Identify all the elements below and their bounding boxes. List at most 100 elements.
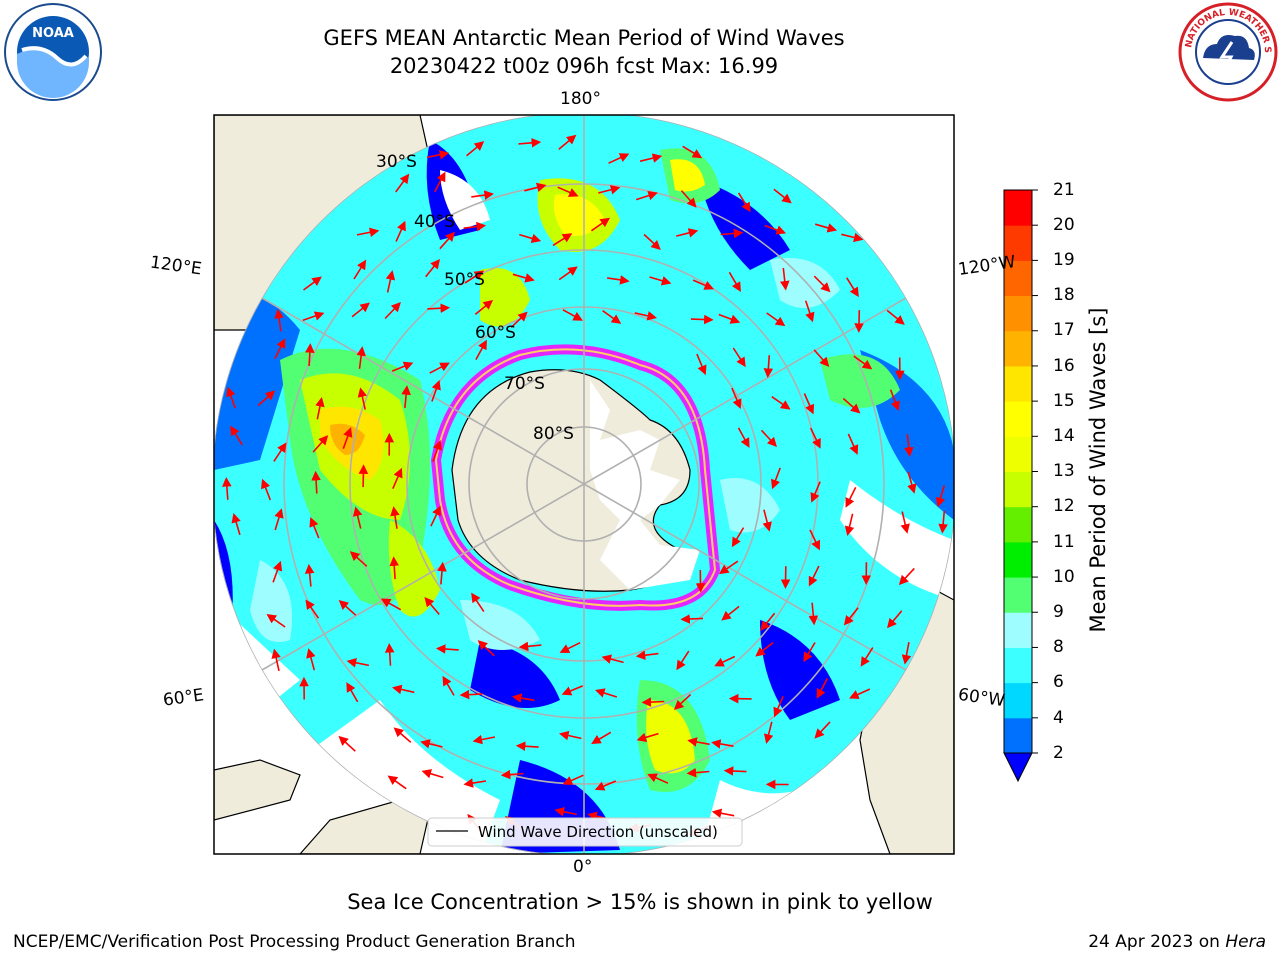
- colorbar-tick: 2: [1053, 743, 1064, 763]
- wave-direction-arrow: [760, 429, 777, 448]
- wave-direction-arrow: [431, 379, 441, 402]
- wave-direction-arrow: [591, 731, 612, 744]
- colorbar-swatch: [1004, 190, 1032, 226]
- map-subtitle: 20230422 t00z 096h fcst Max: 16.99: [389, 54, 779, 78]
- colorbar: [1003, 189, 1038, 783]
- colorbar-tick: 9: [1053, 602, 1064, 622]
- colorbar-tick: 20: [1053, 215, 1075, 235]
- wave-direction-arrow: [595, 688, 618, 698]
- wave-direction-arrow: [886, 610, 903, 629]
- wave-direction-arrow: [680, 614, 704, 624]
- colorbar-tick: 11: [1053, 532, 1075, 552]
- wave-direction-arrow: [390, 506, 400, 529]
- wave-direction-arrow: [426, 150, 450, 160]
- wave-direction-arrow: [889, 389, 900, 411]
- wave-direction-arrow: [384, 302, 401, 320]
- wave-direction-arrow: [634, 311, 657, 321]
- wave-direction-arrow: [463, 221, 487, 232]
- wave-direction-arrow: [395, 220, 406, 242]
- wave-direction-arrow: [338, 599, 357, 616]
- wave-direction-arrow: [515, 741, 539, 752]
- wave-direction-arrow: [471, 592, 485, 613]
- footer-credit: NCEP/EMC/Verification Post Processing Pr…: [13, 932, 576, 952]
- colorbar-swatch: [1004, 365, 1032, 402]
- wave-direction-arrow: [808, 602, 819, 626]
- wave-direction-arrow: [907, 471, 917, 494]
- wave-direction-arrow: [690, 314, 714, 325]
- wave-direction-arrow: [816, 678, 829, 699]
- svg-text:NOAA: NOAA: [32, 26, 74, 41]
- wave-direction-arrow: [274, 338, 286, 359]
- colorbar-tick: 13: [1053, 461, 1075, 481]
- wave-direction-arrow: [257, 390, 276, 407]
- wave-direction-arrow: [427, 303, 451, 313]
- colorbar-swatch: [1004, 682, 1032, 719]
- wave-direction-arrow: [420, 739, 443, 749]
- wave-direction-arrow: [351, 302, 370, 318]
- wave-direction-arrow: [557, 186, 579, 197]
- wave-direction-arrow: [302, 311, 325, 322]
- wave-direction-arrow: [904, 434, 914, 457]
- wave-direction-arrow: [558, 134, 577, 150]
- colorbar-swatch: [1004, 225, 1032, 261]
- wave-direction-arrow: [432, 439, 442, 462]
- wave-direction-arrow: [606, 275, 630, 285]
- wave-direction-arrow: [676, 228, 699, 238]
- colorbar-tick: 6: [1053, 672, 1064, 692]
- wave-direction-arrow: [274, 508, 284, 531]
- wave-direction-arrow: [511, 693, 535, 703]
- wave-direction-arrow: [552, 233, 573, 247]
- wave-direction-arrow: [728, 271, 741, 292]
- map-frame: [213, 114, 955, 855]
- colorbar-label: Mean Period of Wind Waves [s]: [1086, 307, 1110, 633]
- wave-direction-arrow: [813, 275, 831, 293]
- wave-direction-arrow: [886, 309, 905, 325]
- sea-ice-note: Sea Ice Concentration > 15% is shown in …: [347, 890, 933, 914]
- wave-direction-arrow: [512, 273, 535, 283]
- colorbar-tick: 12: [1053, 496, 1075, 516]
- wave-direction-arrow: [442, 675, 455, 696]
- wave-direction-arrow: [554, 807, 577, 817]
- wave-direction-arrow: [803, 393, 815, 415]
- colorbar-swatch: [1004, 471, 1032, 508]
- wave-direction-arrow: [472, 734, 496, 745]
- wave-direction-arrow: [519, 233, 542, 244]
- colorbar-swatch: [1004, 330, 1032, 367]
- wave-direction-arrow: [804, 300, 815, 323]
- colorbar-tick: 8: [1053, 637, 1064, 657]
- wave-direction-arrow: [841, 232, 864, 243]
- wave-direction-arrow: [732, 347, 746, 368]
- wave-direction-arrow: [401, 385, 411, 408]
- wave-direction-arrow: [755, 641, 774, 657]
- wave-direction-arrow: [901, 642, 912, 665]
- colorbar-swatch: [1004, 647, 1032, 684]
- wave-direction-arrow: [353, 259, 367, 280]
- wave-direction-arrow: [898, 567, 915, 586]
- wave-direction-arrow: [425, 258, 441, 278]
- colorbar-tick: 17: [1053, 320, 1075, 340]
- wave-direction-arrow: [720, 228, 744, 239]
- wave-direction-arrow: [721, 605, 740, 621]
- colorbar-tick: 4: [1053, 708, 1064, 728]
- wave-direction-arrow: [222, 477, 232, 500]
- wave-direction-arrow: [636, 732, 659, 743]
- colorbar-swatch: [1004, 436, 1032, 472]
- wave-direction-arrow: [273, 442, 287, 462]
- wave-direction-arrow: [673, 693, 692, 710]
- wave-direction-arrow: [349, 551, 368, 567]
- wave-direction-arrow: [723, 766, 747, 776]
- wave-direction-arrow: [718, 560, 739, 575]
- wave-direction-arrow: [773, 188, 792, 204]
- wave-direction-arrow: [393, 727, 412, 743]
- wave-direction-arrow: [687, 737, 710, 747]
- wave-direction-arrow: [711, 808, 735, 818]
- wave-direction-arrow: [847, 433, 859, 455]
- legend-text: Wind Wave Direction (unscaled): [478, 823, 718, 841]
- wave-direction-arrow: [766, 312, 786, 327]
- wave-direction-arrow: [510, 311, 528, 328]
- wave-direction-arrow: [635, 191, 658, 201]
- wave-direction-arrow: [391, 361, 414, 372]
- wave-direction-arrow: [231, 512, 241, 536]
- wave-direction-arrow: [559, 730, 582, 741]
- wave-direction-arrow: [356, 227, 380, 238]
